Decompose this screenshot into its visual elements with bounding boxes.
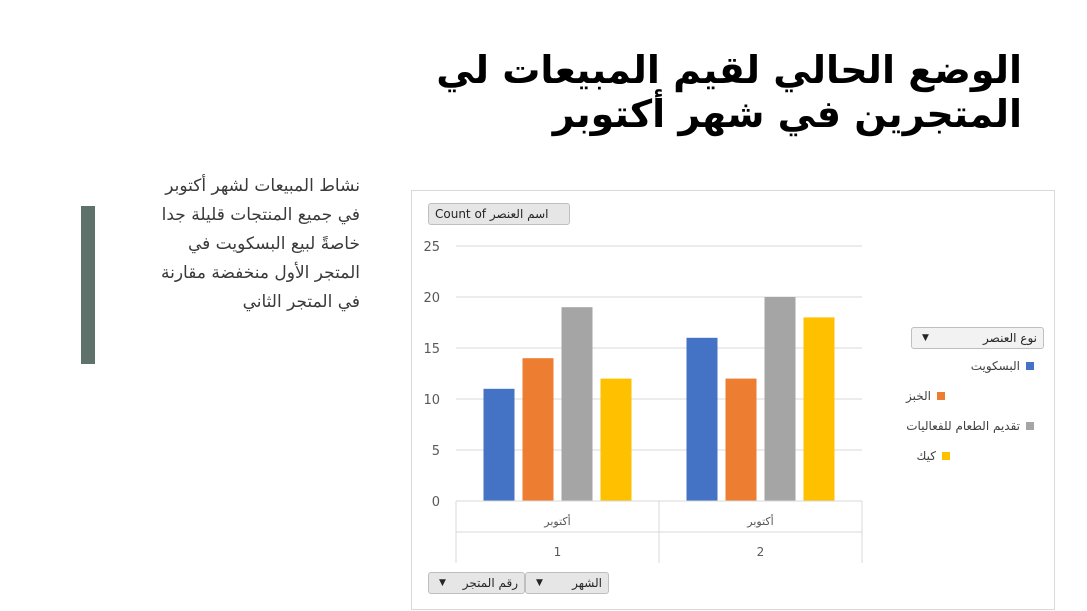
dropdown-arrow-icon: ▼ bbox=[439, 578, 446, 588]
bar bbox=[561, 307, 593, 501]
bar bbox=[764, 297, 796, 501]
legend-field-label: نوع العنصر bbox=[983, 331, 1037, 345]
y-tick-label: 10 bbox=[423, 393, 440, 408]
bar bbox=[522, 358, 554, 501]
bar bbox=[686, 337, 718, 501]
filter-icon: ▼ bbox=[536, 578, 543, 588]
y-tick-label: 20 bbox=[423, 291, 440, 306]
store-field-label: رقم المتجر bbox=[462, 576, 518, 590]
body-text-line: المتجر الأول منخفضة مقارنة bbox=[160, 263, 360, 283]
bar bbox=[483, 388, 515, 501]
x-category-store-label: 1 bbox=[554, 545, 562, 559]
body-text-line: نشاط المبيعات لشهر أكتوبر bbox=[165, 176, 360, 196]
body-text-line: خاصةً لبيع البسكويت في bbox=[187, 234, 360, 254]
legend-item[interactable]: البسكويت bbox=[971, 359, 1034, 373]
dropdown-arrow-icon: ▼ bbox=[922, 333, 929, 343]
legend-label: الخبز bbox=[906, 389, 931, 403]
legend-item[interactable]: تقديم الطعام للفعاليات bbox=[906, 419, 1034, 433]
y-tick-label: 25 bbox=[423, 240, 440, 255]
body-text-line: في المتجر الثاني bbox=[242, 292, 360, 312]
accent-bar bbox=[81, 206, 95, 364]
value-field-label: Count of اسم العنصر bbox=[435, 207, 549, 221]
month-field-button[interactable]: ▼ الشهر bbox=[525, 572, 609, 594]
legend-label: كيك bbox=[916, 449, 936, 463]
legend-swatch bbox=[937, 392, 945, 400]
legend-label: تقديم الطعام للفعاليات bbox=[906, 419, 1020, 433]
y-tick-label: 5 bbox=[432, 444, 440, 459]
y-tick-label: 0 bbox=[432, 495, 440, 510]
x-category-month-label: أكتوبر bbox=[543, 514, 570, 528]
bar bbox=[600, 378, 632, 501]
y-tick-label: 15 bbox=[423, 342, 440, 357]
body-text: نشاط المبيعات لشهر أكتوبر في جميع المنتج… bbox=[108, 172, 360, 317]
x-category-month-label: أكتوبر bbox=[746, 514, 773, 528]
legend-label: البسكويت bbox=[970, 359, 1020, 373]
body-text-line: في جميع المنتجات قليلة جدا bbox=[161, 205, 360, 225]
legend-swatch bbox=[1026, 422, 1034, 430]
chart-plot-area: 0 5 10 15 20 25 أكتوبر 1 أكتوبر 2 bbox=[423, 240, 863, 563]
legend-swatch bbox=[942, 452, 950, 460]
legend-swatch bbox=[1026, 362, 1034, 370]
month-field-label: الشهر bbox=[572, 576, 602, 590]
slide-title: الوضع الحالي لقيم المبيعات لي المتجرين ف… bbox=[402, 48, 1022, 136]
bar bbox=[725, 378, 757, 501]
x-category-store-label: 2 bbox=[757, 545, 765, 559]
slide-title-line-1: الوضع الحالي لقيم المبيعات لي bbox=[436, 48, 1022, 92]
pivot-chart[interactable]: 0 5 10 15 20 25 أكتوبر 1 أكتوبر 2 Count of اسم ال… bbox=[411, 190, 1055, 610]
bar bbox=[803, 317, 835, 501]
value-field-button[interactable]: Count of اسم العنصر bbox=[428, 203, 570, 225]
legend-field-button[interactable]: ▼ نوع العنصر bbox=[911, 327, 1044, 349]
slide-title-line-2: المتجرين في شهر أكتوبر bbox=[552, 92, 1022, 136]
store-field-button[interactable]: ▼ رقم المتجر bbox=[428, 572, 525, 594]
legend-item[interactable]: الخبز bbox=[906, 389, 945, 403]
legend-item[interactable]: كيك bbox=[917, 449, 950, 463]
